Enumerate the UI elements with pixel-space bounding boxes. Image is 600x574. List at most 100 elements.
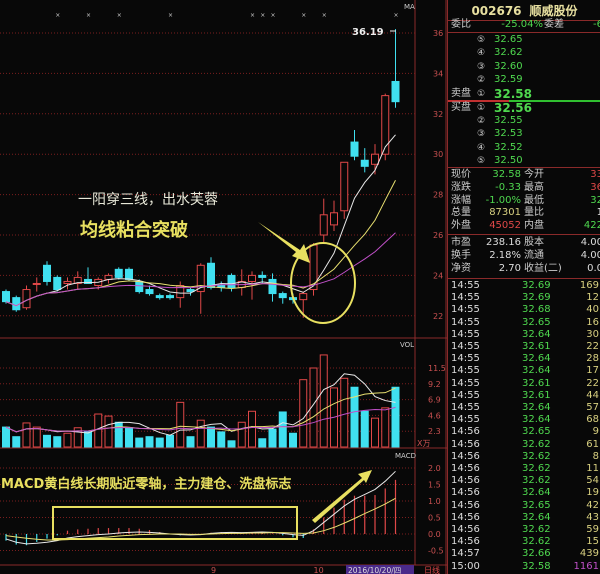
event-marker-icon[interactable]: × [301,12,306,19]
candle[interactable] [330,200,338,231]
volume-bar[interactable] [207,426,215,448]
tick-row[interactable]: 14:55 32.64 30 [448,329,600,341]
volume-bar[interactable] [43,434,51,448]
kline-chart[interactable]: × × × × × × × × × × 22 24 26 28 30 32 34 36 2.3 4.6 6.9 9.2 1… [0,0,447,574]
event-marker-icon[interactable]: × [394,12,399,19]
volume-bar[interactable] [73,427,82,448]
candle[interactable] [73,271,82,290]
volume-bar[interactable] [360,410,369,448]
candle[interactable] [155,293,164,300]
fundamental-row[interactable]: 净资 2.70 收益(二) 0.0 [448,263,600,275]
tick-row[interactable]: 14:57 32.66 439 [448,548,600,560]
fundamental-row[interactable]: 换手 2.18% 流通 4.00 [448,250,600,262]
tick-row[interactable]: 14:56 32.62 54 [448,475,600,487]
tick-row[interactable]: 14:56 32.62 8 [448,451,600,463]
volume-bar[interactable] [84,431,92,448]
ma-indicator-label[interactable]: MA [404,3,415,11]
volume-bar[interactable] [196,419,205,448]
volume-bar[interactable] [135,437,144,448]
volume-bar[interactable] [145,436,154,448]
volume-bar[interactable] [319,354,328,448]
candle[interactable] [360,148,369,173]
candle[interactable] [391,29,400,108]
tick-row[interactable]: 14:55 32.64 17 [448,365,600,377]
event-marker-icon[interactable]: × [271,12,276,19]
candle[interactable] [43,261,51,286]
candle[interactable] [63,277,72,290]
volume-bar[interactable] [166,434,174,448]
candle[interactable] [166,293,174,300]
tick-row[interactable]: 14:55 32.68 40 [448,304,600,316]
volume-bar[interactable] [94,413,103,448]
period-selector[interactable]: 日线 [424,565,440,574]
tick-row[interactable]: 14:56 32.64 43 [448,512,600,524]
tick-row[interactable]: 14:56 32.62 59 [448,524,600,536]
volume-bar[interactable] [227,440,236,448]
volume-bar[interactable] [186,436,195,448]
volume-bar[interactable] [176,401,185,448]
tick-row[interactable]: 14:55 32.64 28 [448,353,600,365]
sell-level-4[interactable]: ④ 32.62 [448,47,600,59]
volume-bar[interactable] [268,428,277,448]
volume-bar[interactable] [371,417,379,448]
candle[interactable] [381,93,390,161]
volume-bar[interactable] [278,411,287,448]
volume-bar[interactable] [22,422,31,448]
buy-level-3[interactable]: ③ 32.53 [448,128,600,140]
tick-row[interactable]: 14:55 32.69 169 [448,280,600,292]
fundamental-row[interactable]: 市盈 238.16 股本 4.00 [448,237,600,249]
volume-bar[interactable] [258,438,267,448]
candle[interactable] [278,291,287,304]
candle[interactable] [196,263,205,314]
quote-row[interactable]: 总量 87301 量比 1 [448,207,600,219]
tick-row[interactable]: 14:55 32.69 12 [448,292,600,304]
candle[interactable] [350,129,359,161]
volume-bar[interactable] [309,367,318,448]
volume-bar[interactable] [381,407,390,448]
volume-panel[interactable] [2,354,400,448]
event-marker-icon[interactable]: × [168,12,173,19]
candle[interactable] [145,285,154,296]
tick-row[interactable]: 14:56 32.65 42 [448,500,600,512]
tick-row[interactable]: 14:55 32.61 22 [448,378,600,390]
volume-bar[interactable] [155,437,164,448]
volume-bar[interactable] [104,415,113,448]
buy-level-1[interactable]: 买盘 ① 32.56 [448,102,600,114]
volume-bar[interactable] [350,386,359,448]
quote-row[interactable]: 涨幅 -1.00% 最低 32 [448,195,600,207]
volume-bar[interactable] [391,386,400,448]
tick-row[interactable]: 14:56 32.62 11 [448,463,600,475]
event-marker-icon[interactable]: × [117,12,122,19]
volume-bar[interactable] [299,379,308,448]
tick-row[interactable]: 14:55 32.61 44 [448,390,600,402]
volume-bar[interactable] [53,436,62,448]
buy-level-4[interactable]: ④ 32.52 [448,142,600,154]
candle[interactable] [32,277,41,292]
candle[interactable] [2,289,10,304]
tick-row[interactable]: 14:55 32.61 22 [448,341,600,353]
candle[interactable] [84,267,92,284]
vol-indicator-label[interactable]: VOL [400,341,414,349]
volume-bar[interactable] [217,431,226,448]
volume-bar[interactable] [125,427,133,448]
candle[interactable] [207,257,215,290]
candle[interactable] [114,267,123,280]
price-panel[interactable]: × × × × × × × × × × [2,12,400,324]
candle[interactable] [22,285,31,310]
macd-panel[interactable] [5,470,397,546]
volume-bar[interactable] [32,426,41,448]
volume-bar[interactable] [248,410,256,448]
candle[interactable] [176,281,185,308]
event-marker-icon[interactable]: × [322,12,327,19]
candle[interactable] [53,275,62,292]
candle[interactable] [340,161,349,219]
buy-level-2[interactable]: ② 32.55 [448,115,600,127]
tick-row[interactable]: 14:56 32.62 15 [448,536,600,548]
candle[interactable] [104,273,113,284]
tick-row[interactable]: 14:55 32.64 68 [448,414,600,426]
buy-level-5[interactable]: ⑤ 32.50 [448,155,600,167]
candle[interactable] [186,287,195,296]
event-marker-icon[interactable]: × [86,12,91,19]
volume-bar[interactable] [114,421,123,448]
tick-row[interactable]: 14:56 32.65 9 [448,426,600,438]
